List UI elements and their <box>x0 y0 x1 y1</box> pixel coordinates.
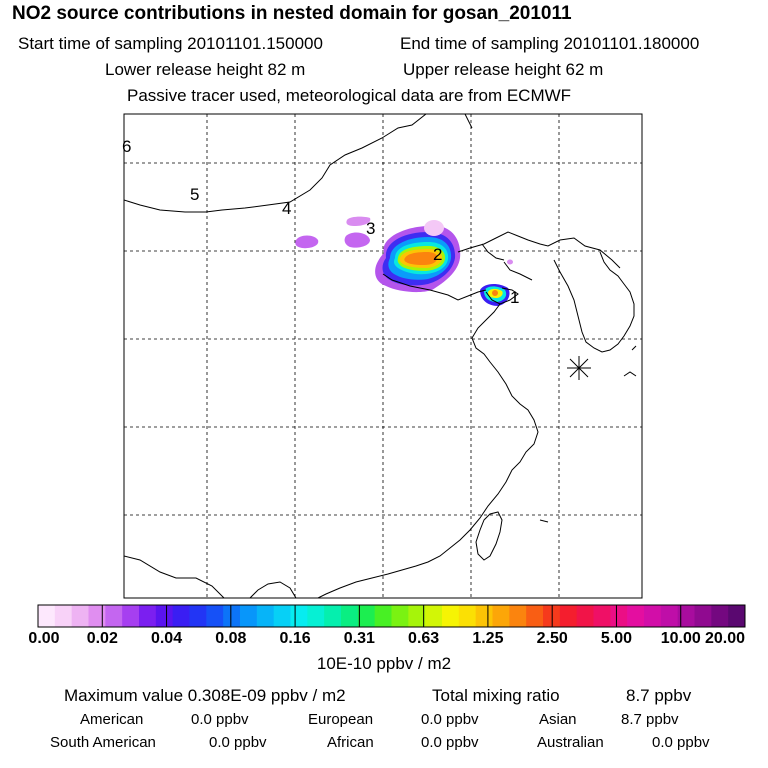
colorbar-swatch <box>593 605 611 627</box>
total-mixing-value: 8.7 ppbv <box>626 686 692 705</box>
region-value: 0.0 ppbv <box>652 734 710 751</box>
colorbar-swatch <box>408 605 426 627</box>
map-label-1: 1 <box>510 288 519 307</box>
region-value: 0.0 ppbv <box>421 734 479 751</box>
colorbar-swatch <box>627 605 645 627</box>
colorbar-tick-label: 0.16 <box>279 630 311 647</box>
colorbar-swatch <box>509 605 527 627</box>
region-name: European <box>308 711 374 728</box>
colorbar-swatch <box>122 605 140 627</box>
colorbar-swatch <box>88 605 106 627</box>
tracer-note: Passive tracer used, meteorological data… <box>127 86 572 105</box>
colorbar-swatch <box>374 605 392 627</box>
colorbar-swatch <box>105 605 123 627</box>
colorbar-swatch <box>391 605 409 627</box>
end-sampling: End time of sampling 20101101.180000 <box>400 34 700 53</box>
colorbar-swatch <box>324 605 342 627</box>
region-value: 8.7 ppbv <box>621 711 679 728</box>
colorbar-swatch <box>711 605 729 627</box>
colorbar-swatch <box>54 605 73 627</box>
colorbar-swatch <box>425 605 443 627</box>
region-value: 0.0 ppbv <box>421 711 479 728</box>
colorbar-swatch <box>256 605 275 627</box>
map-title: NO2 source contributions in nested domai… <box>12 3 572 24</box>
colorbar-swatch <box>677 605 695 627</box>
colorbar-frame <box>37 604 746 628</box>
colorbar-swatch <box>307 605 325 627</box>
upper-release-height: Upper release height 62 m <box>403 60 604 79</box>
colorbar-unit: 10E-10 ppbv / m2 <box>316 654 452 673</box>
colorbar-tick-label: 2.50 <box>536 630 568 647</box>
colorbar-swatch <box>644 605 662 627</box>
colorbar-swatch <box>273 605 291 627</box>
receptor-marker <box>567 356 591 380</box>
map-label-3: 3 <box>366 219 375 238</box>
colorbar-tick-label: 0.63 <box>408 630 440 647</box>
map-label-2: 2 <box>433 245 442 264</box>
colorbar-swatch <box>660 605 679 627</box>
colorbar-tick-label: 0.00 <box>28 630 60 647</box>
colorbar-swatch <box>223 605 241 627</box>
colorbar-swatch <box>155 605 174 627</box>
colorbar-tick-label: 0.08 <box>215 630 247 647</box>
region-value: 0.0 ppbv <box>209 734 267 751</box>
map-label-4: 4 <box>282 199 291 218</box>
region-name: African <box>327 734 374 751</box>
concentration-plume <box>295 216 513 306</box>
start-sampling: Start time of sampling 20101101.150000 <box>18 34 323 53</box>
colorbar-swatch <box>172 605 190 627</box>
colorbar-tick-label: 1.25 <box>472 630 504 647</box>
colorbar-swatch <box>341 605 359 627</box>
lower-release-height: Lower release height 82 m <box>105 60 306 79</box>
colorbar-swatch <box>442 605 460 627</box>
colorbar-tick-label: 5.00 <box>600 630 633 647</box>
map-label-5: 5 <box>190 185 199 204</box>
colorbar-tick-label: 0.31 <box>343 630 375 647</box>
colorbar-swatch <box>139 605 157 627</box>
region-name: American <box>80 711 144 728</box>
colorbar-swatch <box>559 605 578 627</box>
colorbar-swatch <box>458 605 477 627</box>
colorbar-swatch <box>475 605 493 627</box>
map-label-6: 6 <box>122 137 131 156</box>
colorbar-swatch <box>728 605 746 627</box>
colorbar-swatch <box>492 605 510 627</box>
colorbar-swatch <box>189 605 207 627</box>
colorbar-swatch <box>576 605 594 627</box>
colorbar-tick-label: 20.00 <box>704 630 746 647</box>
colorbar-tick-label: 0.02 <box>86 630 118 647</box>
colorbar-tick-label: 0.04 <box>150 630 183 647</box>
colorbar-swatch <box>526 605 544 627</box>
colorbar-swatch <box>38 605 56 627</box>
max-value: Maximum value 0.308E-09 ppbv / m2 <box>64 686 346 705</box>
colorbar <box>37 604 746 628</box>
colorbar-swatch <box>694 605 712 627</box>
colorbar-swatch <box>290 605 308 627</box>
colorbar-swatch <box>543 605 561 627</box>
region-name: Asian <box>539 711 577 728</box>
region-name: South American <box>50 734 156 751</box>
colorbar-swatch <box>71 605 89 627</box>
colorbar-tick-label: 10.00 <box>660 630 701 647</box>
total-mixing-label: Total mixing ratio <box>432 686 560 705</box>
coastlines <box>124 114 637 598</box>
colorbar-swatch <box>610 605 628 627</box>
colorbar-swatch <box>240 605 258 627</box>
colorbar-swatch <box>357 605 376 627</box>
colorbar-swatch <box>206 605 224 627</box>
region-value: 0.0 ppbv <box>191 711 249 728</box>
lat-lon-grid <box>124 114 642 598</box>
region-name: Australian <box>537 734 604 751</box>
